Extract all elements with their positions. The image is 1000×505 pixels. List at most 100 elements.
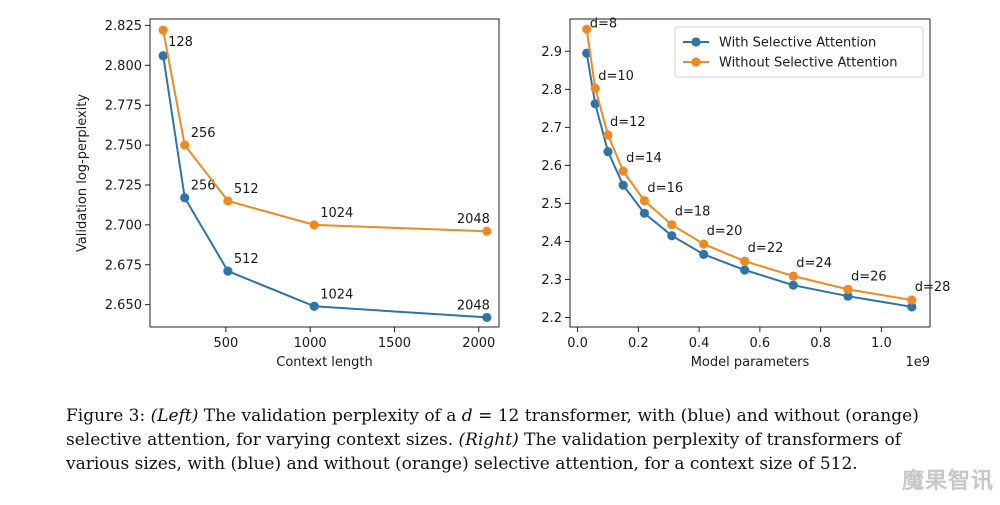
right-data-label: d=10 <box>598 69 634 84</box>
right-ytick-label: 2.5 <box>541 197 562 212</box>
left-data-point <box>482 226 492 236</box>
caption-math-d: d <box>461 406 473 426</box>
right-data-point <box>667 220 677 230</box>
legend-entry-label: Without Selective Attention <box>719 56 897 71</box>
legend-swatch-marker <box>691 57 701 67</box>
right-data-point <box>699 249 709 259</box>
left-xtick-label: 1500 <box>378 336 411 351</box>
right-data-point <box>639 196 650 206</box>
right-data-point <box>740 265 750 275</box>
left-data-label: 256 <box>191 126 216 141</box>
left-data-label: 2048 <box>457 298 490 313</box>
right-xtick-label: 0.0 <box>567 336 588 351</box>
left-data-label: 2048 <box>457 212 490 227</box>
left-xtick-label: 1000 <box>294 336 327 351</box>
left-axes-frame <box>149 18 500 328</box>
right-data-point <box>618 180 628 190</box>
left-data-point <box>158 25 168 35</box>
right-ytick-label: 2.4 <box>541 235 562 250</box>
caption-right-tag: (Right) <box>458 430 519 450</box>
figure-caption: Figure 3: (Left) The validation perplexi… <box>66 404 946 476</box>
left-ytick-label: 2.675 <box>105 258 142 273</box>
left-ytick-label: 2.800 <box>105 59 142 74</box>
right-data-label: d=16 <box>647 181 683 196</box>
right-xtick-label: 0.4 <box>689 336 710 351</box>
left-data-point <box>180 193 190 203</box>
right-data-point <box>740 256 750 266</box>
left-ytick-label: 2.825 <box>105 19 142 34</box>
right-data-label: d=22 <box>748 241 784 256</box>
left-data-point <box>309 220 319 230</box>
right-data-point <box>639 208 650 218</box>
right-data-point <box>582 24 592 34</box>
figure-canvas: 2.6502.6752.7002.7252.7502.7752.8002.825… <box>75 16 950 370</box>
left-data-point <box>180 140 190 150</box>
left-chart: 2.650 2.675 2.700 2.725 2.750 2.775 2.800 2.825… <box>75 18 500 370</box>
left-ytick-label: 2.775 <box>105 99 142 114</box>
left-ytick-label: 2.700 <box>105 218 142 233</box>
right-data-point <box>590 83 600 93</box>
right-data-label: d=28 <box>915 280 951 295</box>
right-data-point <box>907 302 917 312</box>
right-xtick-label: 0.2 <box>628 336 649 351</box>
left-xtick-label: 2000 <box>462 336 495 351</box>
right-data-label: d=12 <box>610 115 646 130</box>
caption-left-text-1: The validation perplexity of a <box>203 406 457 426</box>
left-ytick-label: 2.750 <box>105 139 142 154</box>
legend-swatch-marker <box>691 37 701 47</box>
caption-right-text: The validation perplexity of transformer… <box>66 430 901 474</box>
right-xtick-label: 1.0 <box>871 336 892 351</box>
right-ytick-label: 2.2 <box>541 311 562 326</box>
left-data-point <box>158 51 168 61</box>
legend-box <box>674 26 924 78</box>
right-ytick-label: 2.6 <box>541 159 562 174</box>
right-data-point <box>603 130 613 140</box>
caption-math-eq: = 12 <box>478 406 520 426</box>
right-axes-frame <box>569 18 931 328</box>
right-data-point <box>618 166 628 176</box>
legend-entry-label: With Selective Attention <box>719 36 876 51</box>
left-data-label: 1024 <box>320 206 353 221</box>
right-data-point <box>788 280 798 290</box>
right-data-label: d=14 <box>626 151 662 166</box>
left-data-point <box>223 196 233 206</box>
right-offset-text: 1e9 <box>905 355 930 370</box>
right-data-point <box>603 147 613 157</box>
right-data-label: d=20 <box>707 224 743 239</box>
left-xtick-label: 500 <box>213 336 238 351</box>
right-ytick-label: 2.9 <box>541 45 562 60</box>
right-data-label: d=24 <box>796 256 832 271</box>
right-data-point <box>699 239 709 249</box>
right-data-point <box>843 291 853 301</box>
left-data-label: 512 <box>234 252 259 267</box>
right-xtick-label: 0.6 <box>750 336 771 351</box>
right-data-point <box>907 295 917 305</box>
right-ytick-label: 2.3 <box>541 273 562 288</box>
right-ytick-label: 2.8 <box>541 83 562 98</box>
right-x-axis-label: Model parameters <box>691 355 810 370</box>
caption-figure-label: Figure 3: <box>66 406 146 426</box>
left-ytick-label: 2.725 <box>105 178 142 193</box>
left-data-point <box>482 312 492 323</box>
right-chart: 2.2 2.3 2.4 2.5 2.6 2.7 2.8 2.9 0.0 0.2 0.4 0.6 0.8 1… <box>541 16 950 370</box>
left-x-axis-label: Context length <box>276 355 373 370</box>
right-data-label: d=8 <box>590 16 617 31</box>
right-data-label: d=26 <box>851 269 887 284</box>
left-ytick-label: 2.650 <box>105 298 142 313</box>
right-data-point <box>667 231 677 241</box>
right-ytick-label: 2.7 <box>541 121 562 136</box>
watermark-logo: 魔果智讯 <box>901 469 994 494</box>
left-data-label: 256 <box>191 179 216 194</box>
left-data-label: 512 <box>234 182 259 197</box>
left-data-point <box>223 266 233 276</box>
left-data-label: 128 <box>168 35 193 50</box>
caption-left-text-2: transformer, with (blue) and without (or… <box>66 406 919 450</box>
right-xtick-label: 0.8 <box>810 336 831 351</box>
left-data-label: 1024 <box>320 287 353 302</box>
right-data-point <box>590 99 600 109</box>
right-data-point <box>788 271 798 281</box>
right-data-label: d=18 <box>675 205 711 220</box>
left-data-point <box>309 301 319 311</box>
caption-left-tag: (Left) <box>150 406 199 426</box>
left-y-axis-label: Validation log-perplexity <box>75 94 90 252</box>
